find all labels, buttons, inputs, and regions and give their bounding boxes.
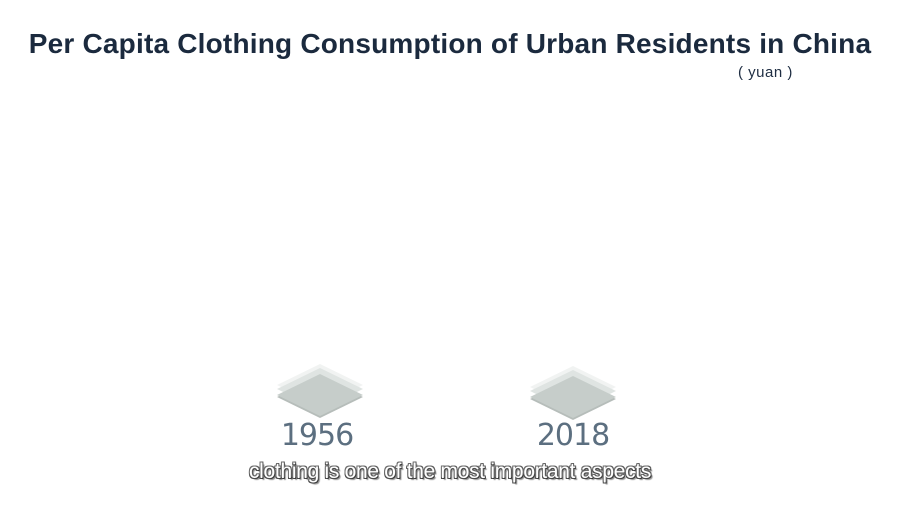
unit-label: ( yuan ) bbox=[738, 64, 793, 81]
isometric-base-diamond-1956 bbox=[277, 364, 363, 418]
category-label-1956: 1956 bbox=[280, 418, 354, 453]
chart-title: Per Capita Clothing Consumption of Urban… bbox=[28, 28, 872, 59]
isometric-base-diamond-2018 bbox=[530, 366, 616, 420]
diamond-main-face bbox=[277, 374, 363, 416]
diamond-main-face bbox=[530, 376, 616, 418]
subtitle-caption: clothing is one of the most important as… bbox=[248, 460, 652, 483]
category-label-2018: 2018 bbox=[536, 418, 610, 453]
